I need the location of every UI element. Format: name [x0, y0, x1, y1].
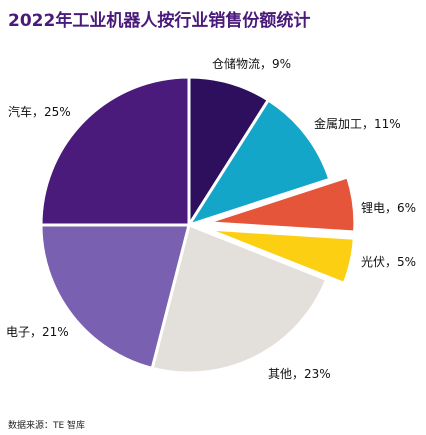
pie-slice-6: [39, 223, 191, 371]
pie-slice-3: [206, 175, 357, 234]
pie-slice-7: [39, 75, 191, 227]
slice-label-3: 锂电，6%: [361, 200, 416, 215]
slice-label-1: 仓储物流，9%: [212, 56, 291, 71]
slice-label-2: 金属加工，11%: [314, 116, 401, 131]
pie-slice-1: [187, 75, 271, 231]
slice-label-7: 汽车，25%: [8, 104, 71, 119]
slice-label-6: 电子，21%: [6, 325, 69, 339]
slice-label-5: 其他，23%: [268, 367, 331, 381]
pie-slice-2: [185, 97, 332, 228]
pie-slice-4: [206, 227, 356, 286]
source-note: 数据来源：TE 智库: [8, 421, 86, 431]
pie-slice-5: [150, 222, 329, 375]
slice-label-4: 光伏，5%: [361, 255, 416, 269]
chart-title: 2022年工业机器人按行业销售份额统计: [8, 11, 311, 31]
